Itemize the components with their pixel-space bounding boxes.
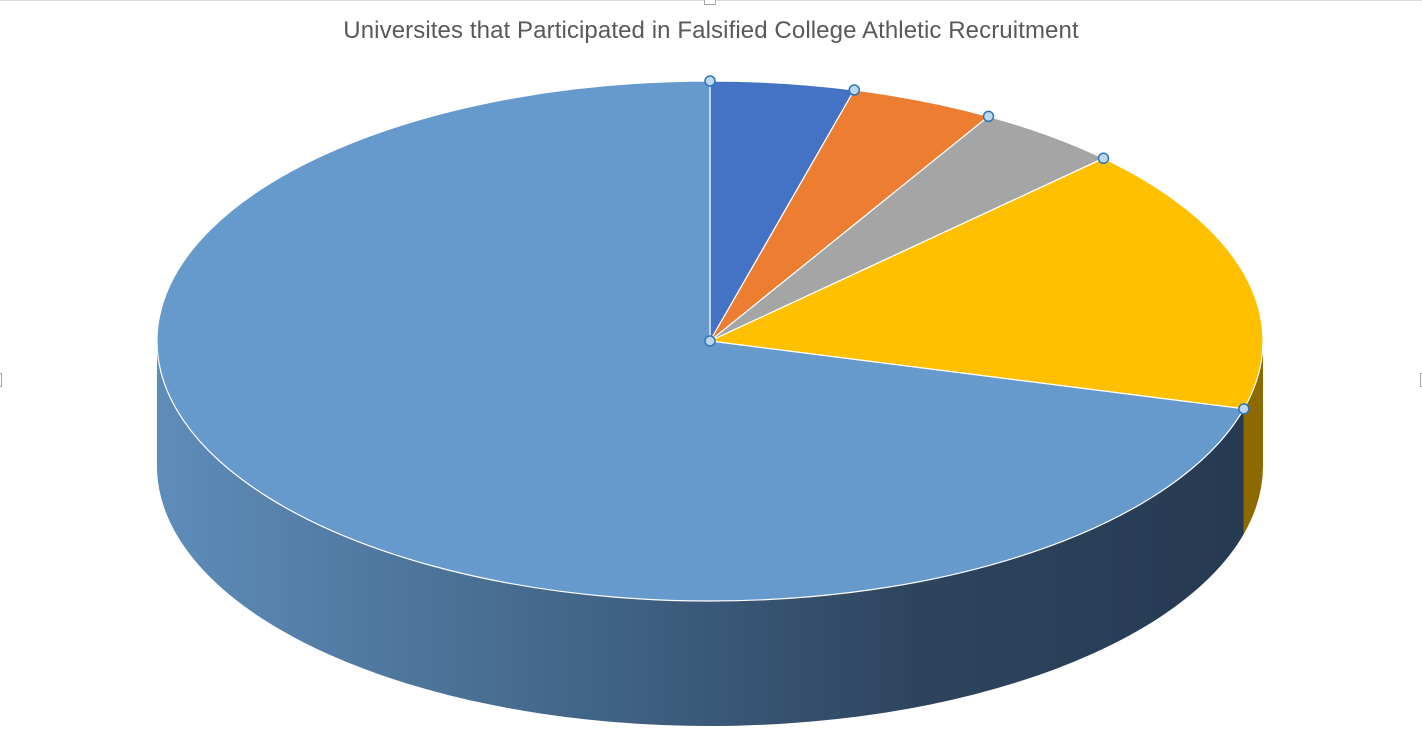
pie-slice-side-4[interactable]	[1243, 341, 1263, 534]
chart-title[interactable]: Universites that Participated in Falsifi…	[343, 17, 1079, 44]
pie-slice-side-5[interactable]	[157, 341, 1244, 726]
selection-handle-0[interactable]	[704, 335, 716, 347]
selection-handle-4[interactable]	[1097, 152, 1110, 165]
chart-resize-handle-right[interactable]	[1420, 373, 1422, 387]
chart-resize-handle-top[interactable]	[704, 0, 716, 5]
pie-slice-5[interactable]	[156, 80, 1245, 602]
selection-handle-5[interactable]	[1238, 403, 1250, 415]
pie-slice-4[interactable]	[707, 157, 1264, 410]
selection-handle-2[interactable]	[848, 84, 860, 96]
selection-handle-3[interactable]	[982, 110, 995, 123]
selection-handle-1[interactable]	[704, 75, 716, 87]
chart-resize-handle-left[interactable]	[0, 373, 2, 387]
